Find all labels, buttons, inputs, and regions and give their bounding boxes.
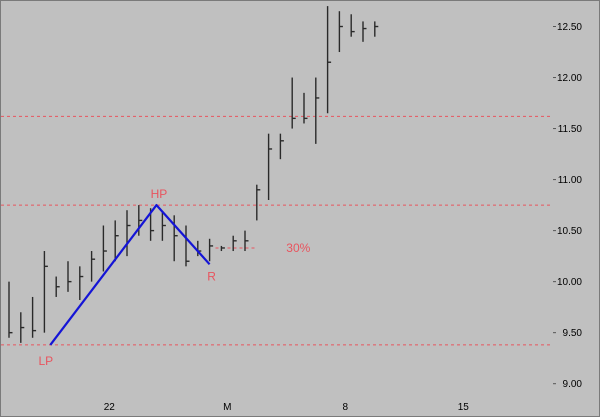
ohlc-bar-13: [161, 212, 166, 241]
ohlc-bar-17: [208, 238, 214, 262]
ohlc-bar-8: [102, 225, 107, 272]
ohlc-bar-24: [291, 77, 296, 129]
ohlc-bar-9: [114, 220, 119, 262]
y-tick-label-5: 11.50: [558, 124, 583, 135]
y-tick-label-4: 11.00: [558, 175, 583, 186]
ohlc-bar-23: [279, 133, 284, 160]
swing-line: [49, 204, 211, 346]
ohlc-bar-28: [338, 11, 343, 53]
y-tick-label-6: 12.00: [557, 73, 582, 84]
ohlc-bar-22: [267, 133, 273, 200]
ohlc-bar-18: [220, 245, 225, 252]
ohlc-bar-21: [256, 184, 261, 221]
y-axis: 9.00 9.50 10.00 10.50 11.00 11.50 12.00 12.50: [553, 22, 582, 390]
horizontal-lines-layer: [1, 115, 553, 346]
ohlc-bar-25: [303, 92, 308, 124]
ohlc-bar-20: [244, 230, 249, 252]
y-tick-label-2: 10.00: [557, 277, 582, 288]
ohlc-bar-29: [350, 14, 355, 37]
x-tick-label-3: 15: [458, 402, 470, 413]
ohlc-bar-14: [173, 215, 178, 262]
x-tick-label-1: M: [223, 402, 231, 413]
ohlc-bar-0: [8, 281, 13, 338]
annotation-3: 30%: [286, 241, 310, 255]
annotation-2: R: [207, 270, 216, 284]
ohlc-bar-26: [315, 77, 320, 144]
ohlc-bar-31: [374, 21, 379, 37]
ohlc-bar-4: [55, 276, 60, 297]
annotation-1: HP: [151, 187, 168, 201]
y-tick-label-0: 9.00: [563, 379, 583, 390]
ohlc-bar-1: [20, 312, 25, 343]
ohlc-bar-7: [90, 251, 96, 282]
ohlc-bar-3: [43, 251, 48, 333]
ohlc-bar-5: [67, 261, 72, 292]
ohlc-bar-10: [126, 210, 131, 257]
x-axis: 22 M 8 15: [104, 402, 470, 413]
annotations-layer: LP HP R 30%: [39, 187, 311, 368]
ohlc-bar-6: [79, 266, 84, 301]
ohlc-bar-19: [232, 235, 237, 252]
x-tick-label-0: 22: [104, 402, 116, 413]
ohlc-bar-11: [138, 205, 143, 236]
ohlc-bar-30: [362, 21, 367, 42]
y-tick-label-1: 9.50: [563, 328, 583, 339]
ohlc-bar-27: [326, 6, 332, 114]
swing-line-layer: [49, 204, 211, 346]
y-tick-label-7: 12.50: [557, 22, 582, 33]
ohlc-bar-2: [31, 296, 37, 338]
ohlc-bar-15: [185, 225, 190, 267]
y-tick-label-3: 10.50: [557, 226, 582, 237]
ohlc-bars-layer: [8, 6, 379, 343]
x-tick-label-2: 8: [343, 402, 349, 413]
annotation-0: LP: [39, 354, 54, 368]
